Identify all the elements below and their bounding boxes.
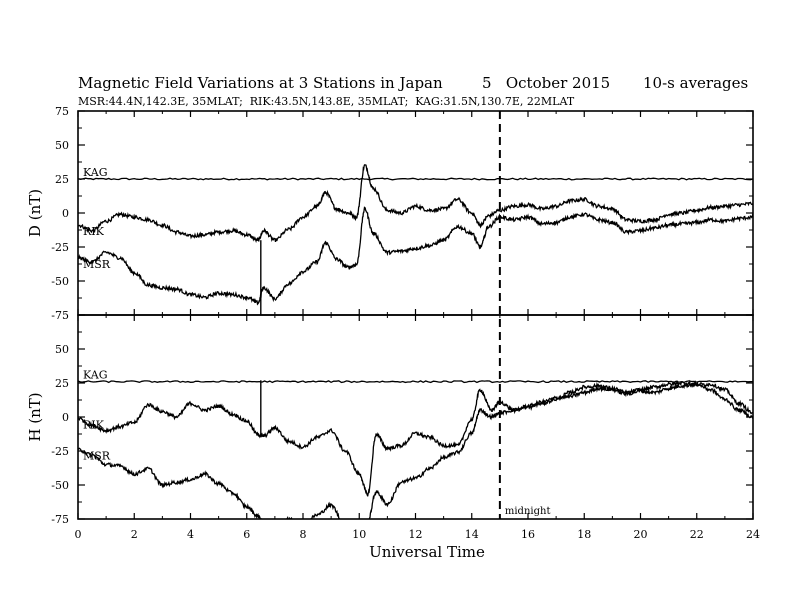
trace-label-kag: KAG <box>83 369 108 382</box>
series-line-msr <box>78 379 753 519</box>
x-tick-label: 6 <box>243 528 250 541</box>
x-tick-label: 0 <box>75 528 82 541</box>
series-line-kag <box>78 380 753 384</box>
chart-date: 5 October 2015 <box>482 74 610 92</box>
panel-frame-1 <box>77 314 754 520</box>
y-tick-label: 50 <box>55 139 69 152</box>
trace-label-msr: MSR <box>83 258 111 271</box>
y-tick-label: 25 <box>55 377 69 390</box>
x-axis-title: Universal Time <box>369 543 485 561</box>
y-tick-label: 50 <box>55 343 69 356</box>
midnight-label: midnight <box>505 506 551 517</box>
series-line-rik <box>78 164 753 244</box>
series-line-msr <box>78 206 753 306</box>
x-tick-label: 16 <box>521 528 535 541</box>
y-tick-label: -75 <box>51 309 69 322</box>
chart-title: Magnetic Field Variations at 3 Stations … <box>78 74 443 92</box>
panel-frame-0 <box>77 110 754 316</box>
x-tick-label: 2 <box>131 528 138 541</box>
series-line-kag <box>78 177 753 181</box>
x-tick-label: 8 <box>300 528 307 541</box>
y-tick-label: -25 <box>51 241 69 254</box>
y-tick-label: -75 <box>51 513 69 526</box>
chart-averaging: 10-s averages <box>643 74 748 92</box>
x-tick-label: 18 <box>577 528 591 541</box>
x-tick-label: 14 <box>465 528 479 541</box>
trace-label-kag: KAG <box>83 166 108 179</box>
y-tick-label: -25 <box>51 445 69 458</box>
x-tick-label: 22 <box>690 528 704 541</box>
panels: 75 50 25 0 -25 -50 -75 D (nT) KAG RIK MSR 50 25 0 -25 -… <box>26 105 760 541</box>
y-tick-label: 0 <box>62 207 69 220</box>
y-tick-label: -50 <box>51 479 69 492</box>
y-tick-label: 75 <box>55 105 69 118</box>
y-tick-label: 25 <box>55 173 69 186</box>
trace-label-rik: RIK <box>83 225 105 238</box>
y-axis-title: H (nT) <box>26 392 44 441</box>
x-tick-label: 10 <box>352 528 366 541</box>
x-tick-label: 20 <box>634 528 648 541</box>
y-tick-label: 0 <box>62 411 69 424</box>
trace-label-msr: MSR <box>83 450 111 463</box>
y-axis-title: D (nT) <box>26 189 44 237</box>
chart-subtitle: MSR:44.4N,142.3E, 35MLAT; RIK:43.5N,143.… <box>78 95 575 108</box>
x-tick-label: 4 <box>187 528 194 541</box>
trace-label-rik: RIK <box>83 418 105 431</box>
y-tick-label: -50 <box>51 275 69 288</box>
x-tick-label: 24 <box>746 528 760 541</box>
series-line-rik <box>78 381 753 497</box>
x-tick-label: 12 <box>409 528 423 541</box>
